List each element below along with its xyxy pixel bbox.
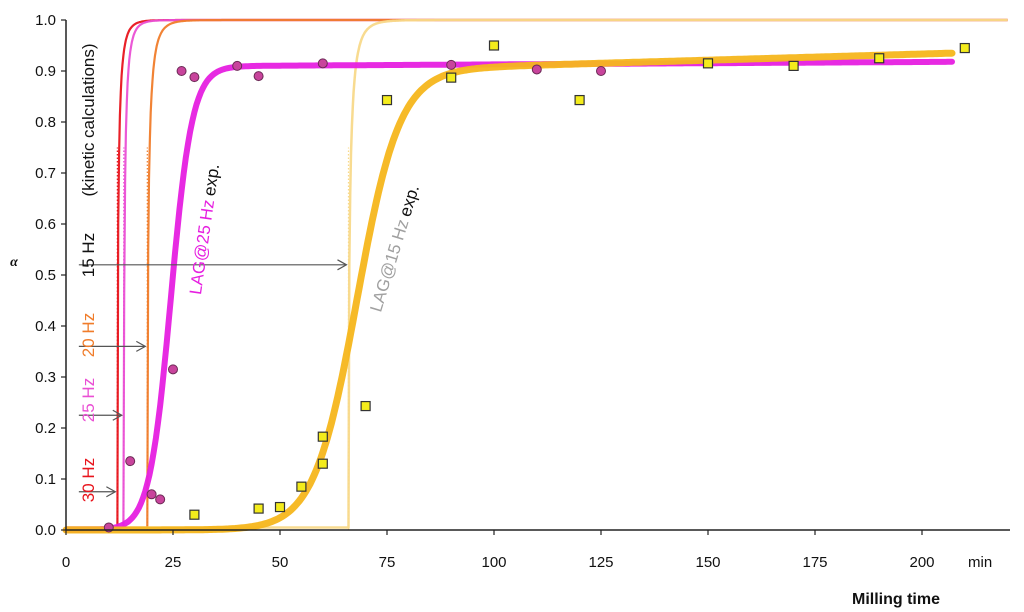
x-tick-label: 100 <box>481 554 506 571</box>
hz-label: 30 Hz <box>79 458 98 502</box>
x-ticks: 0 25 50 75 100 125 150 175 200 <box>62 530 935 571</box>
x-tick-label: 50 <box>272 554 289 571</box>
data-point-square <box>381 94 393 106</box>
data-point-circle <box>168 364 178 375</box>
arrows <box>78 259 348 498</box>
series-label-lag25: LAG@25 Hzexp. <box>186 163 223 296</box>
data-point-square <box>274 501 286 513</box>
y-tick-label: 0.0 <box>35 522 56 539</box>
hz-label: 20 Hz <box>79 313 98 357</box>
plot-area: 30 Hz 25 Hz 20 Hz 15 Hz (kinetic calculation… <box>62 18 1008 534</box>
data-point-circle <box>253 71 264 82</box>
data-point-circle <box>232 60 243 71</box>
data-point-circle <box>155 494 166 505</box>
x-tick-label: 150 <box>695 554 720 571</box>
x-axis-title: Milling time <box>852 591 940 608</box>
x-tick-label: 200 <box>909 554 934 571</box>
series-suffix-lag15: exp. <box>396 183 424 219</box>
hz-label: 25 Hz <box>79 378 98 422</box>
arrow-head <box>337 259 348 271</box>
data-point-square <box>788 60 799 72</box>
data-point-square <box>874 53 885 64</box>
x-tick-label: 0 <box>62 554 70 571</box>
data-point-circle <box>176 66 187 76</box>
arrow-head <box>106 486 117 498</box>
y-tick-label: 0.5 <box>35 267 56 284</box>
hz-label: 15 Hz <box>79 233 98 277</box>
arrow-head <box>112 409 124 421</box>
data-point-square <box>360 400 371 412</box>
data-point-square <box>317 431 328 442</box>
y-tick-label: 0.9 <box>35 63 56 80</box>
data-point-square <box>702 58 714 69</box>
data-point-circle <box>317 58 328 69</box>
data-point-circle <box>189 72 200 83</box>
y-axis-title: α <box>10 255 18 270</box>
y-ticks: 0.0 0.1 0.2 0.3 0.4 0.5 0.6 0.7 0.8 0.9 1.0 <box>35 12 66 539</box>
x-tick-label: 125 <box>588 554 613 571</box>
axes: 0.0 0.1 0.2 0.3 0.4 0.5 0.6 0.7 0.8 0.9 1.0 0 25 50 7… <box>10 12 1010 608</box>
data-point-square <box>253 503 264 514</box>
data-point-square <box>189 509 200 520</box>
data-point-circle <box>596 66 606 76</box>
data-point-circle <box>146 489 157 500</box>
data-point-circle <box>125 456 136 467</box>
y-tick-label: 0.6 <box>35 216 56 233</box>
data-point-square <box>574 94 585 106</box>
data-point-square <box>488 40 500 51</box>
data-point-square <box>959 42 970 54</box>
x-tick-label: 175 <box>802 554 827 571</box>
y-tick-label: 1.0 <box>35 12 56 29</box>
y-tick-label: 0.1 <box>35 471 56 488</box>
y-tick-label: 0.7 <box>35 165 56 182</box>
annotation-labels: 30 Hz 25 Hz 20 Hz 15 Hz (kinetic calculation… <box>79 43 423 502</box>
x-tick-label: 25 <box>165 554 182 571</box>
kinetic-calculations-label: (kinetic calculations) <box>79 43 98 196</box>
data-point-square <box>296 481 307 492</box>
series-suffix-lag25: exp. <box>200 163 223 197</box>
data-points <box>103 40 970 533</box>
data-point-square <box>317 458 328 469</box>
data-point-circle <box>531 64 542 75</box>
y-tick-label: 0.4 <box>35 318 56 335</box>
y-tick-label: 0.2 <box>35 420 56 437</box>
x-unit-label: min <box>968 554 992 571</box>
y-tick-label: 0.3 <box>35 369 56 386</box>
data-point-square <box>446 72 457 83</box>
x-tick-label: 75 <box>379 554 396 571</box>
data-point-circle <box>446 59 457 70</box>
y-tick-label: 0.8 <box>35 114 56 131</box>
arrow-head <box>136 340 147 352</box>
series-name-lag25: LAG@25 Hz <box>186 198 218 295</box>
